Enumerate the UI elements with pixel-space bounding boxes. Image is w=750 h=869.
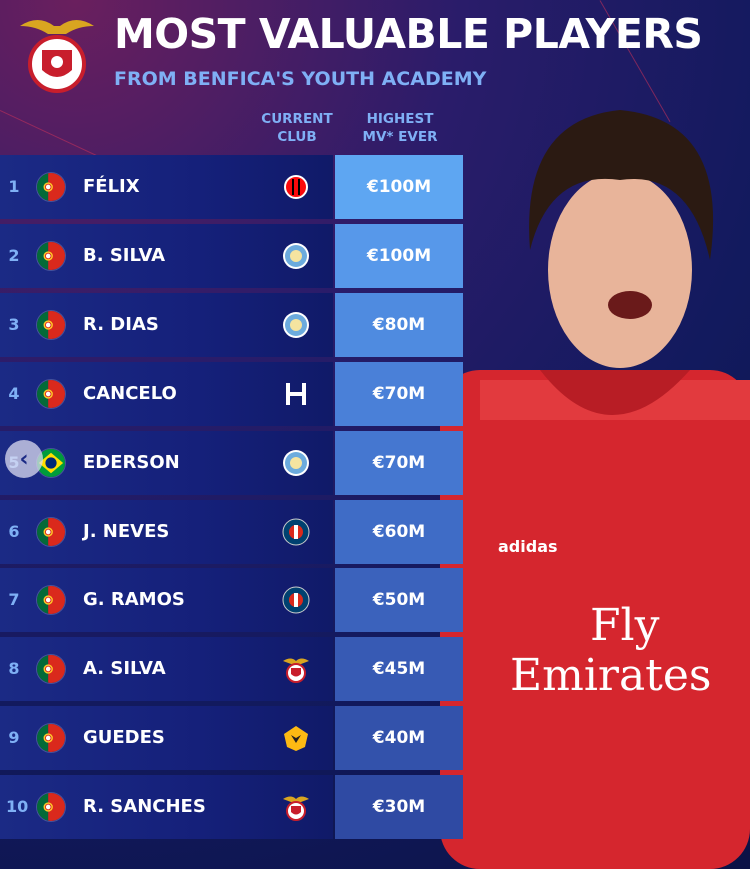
- chevron-left-icon: ‹: [19, 446, 29, 472]
- ac-milan-club-icon: [281, 172, 311, 202]
- market-value: €30M: [335, 775, 463, 840]
- player-name: R. SANCHES: [83, 796, 206, 818]
- wolves-club-icon: [281, 723, 311, 753]
- market-value: €60M: [335, 499, 463, 564]
- al-hilal-club-icon: [281, 379, 311, 409]
- player-name: G. RAMOS: [83, 589, 185, 611]
- psg-club-icon: [281, 585, 311, 615]
- table-row: 10 R. SANCHES €30M: [0, 775, 463, 840]
- psg-club-icon: [281, 517, 311, 547]
- portugal-flag-icon: [36, 516, 66, 547]
- player-photo: Fly Emirates adidas: [440, 110, 750, 869]
- rank: 10: [6, 797, 29, 817]
- manchester-city-club-icon: [281, 241, 311, 271]
- shirt-brand: adidas: [498, 537, 558, 556]
- back-button[interactable]: ‹: [5, 440, 43, 478]
- player-name: GUEDES: [83, 727, 165, 749]
- shirt-sponsor-line1: Fly: [590, 600, 660, 651]
- portugal-flag-icon: [36, 723, 66, 754]
- table-row: 5 EDERSON €70M: [0, 430, 463, 495]
- player-name: R. DIAS: [83, 313, 159, 335]
- market-value: €100M: [335, 155, 463, 219]
- player-name: CANCELO: [83, 382, 177, 404]
- rank: 1: [8, 177, 20, 196]
- portugal-flag-icon: [36, 654, 66, 685]
- player-name: B. SILVA: [83, 244, 166, 266]
- rank: 8: [8, 659, 20, 679]
- portugal-flag-icon: [36, 792, 66, 823]
- portugal-flag-icon: [36, 378, 66, 409]
- rank: 6: [8, 521, 20, 541]
- shirt-sponsor-line2: Emirates: [510, 650, 711, 701]
- table-row: 1 FÉLIX €100M: [0, 155, 463, 219]
- rank: 3: [8, 314, 20, 334]
- market-value: €100M: [335, 223, 463, 288]
- portugal-flag-icon: [36, 585, 66, 616]
- header-current-club: CURRENT CLUB: [261, 111, 333, 145]
- rank: 2: [8, 245, 20, 265]
- table-row: 9 GUEDES €40M: [0, 706, 463, 771]
- benfica-crest-logo: [20, 20, 94, 93]
- page-subtitle: FROM BENFICA'S YOUTH ACADEMY: [114, 68, 487, 90]
- portugal-flag-icon: [36, 172, 66, 202]
- table-row: 3 R. DIAS €80M: [0, 292, 463, 357]
- portugal-flag-icon: [36, 309, 66, 340]
- market-value: €45M: [335, 637, 463, 702]
- table-row: 4 CANCELO €70M: [0, 361, 463, 426]
- benfica-club-icon: [281, 654, 311, 684]
- page-title: MOST VALUABLE PLAYERS: [114, 10, 703, 58]
- player-name: J. NEVES: [83, 520, 170, 542]
- portugal-flag-icon: [36, 240, 66, 271]
- table-row: 8 A. SILVA €45M: [0, 637, 463, 702]
- manchester-city-club-icon: [281, 310, 311, 340]
- market-value: €50M: [335, 568, 463, 633]
- player-name: A. SILVA: [83, 658, 166, 680]
- player-name: FÉLIX: [83, 176, 140, 197]
- player-name: EDERSON: [83, 451, 180, 473]
- manchester-city-club-icon: [281, 448, 311, 478]
- table-row: 2 B. SILVA €100M: [0, 223, 463, 288]
- rank: 7: [8, 590, 20, 610]
- table-row: 6 J. NEVES €60M: [0, 499, 463, 564]
- rank: 4: [8, 383, 20, 403]
- market-value: €70M: [335, 430, 463, 495]
- market-value: €40M: [335, 706, 463, 771]
- table-row: 7 G. RAMOS €50M: [0, 568, 463, 633]
- header-highest-mv: HIGHEST MV* EVER: [362, 111, 438, 145]
- market-value: €80M: [335, 292, 463, 357]
- market-value: €70M: [335, 361, 463, 426]
- benfica-club-icon: [281, 792, 311, 822]
- rank: 9: [8, 728, 20, 748]
